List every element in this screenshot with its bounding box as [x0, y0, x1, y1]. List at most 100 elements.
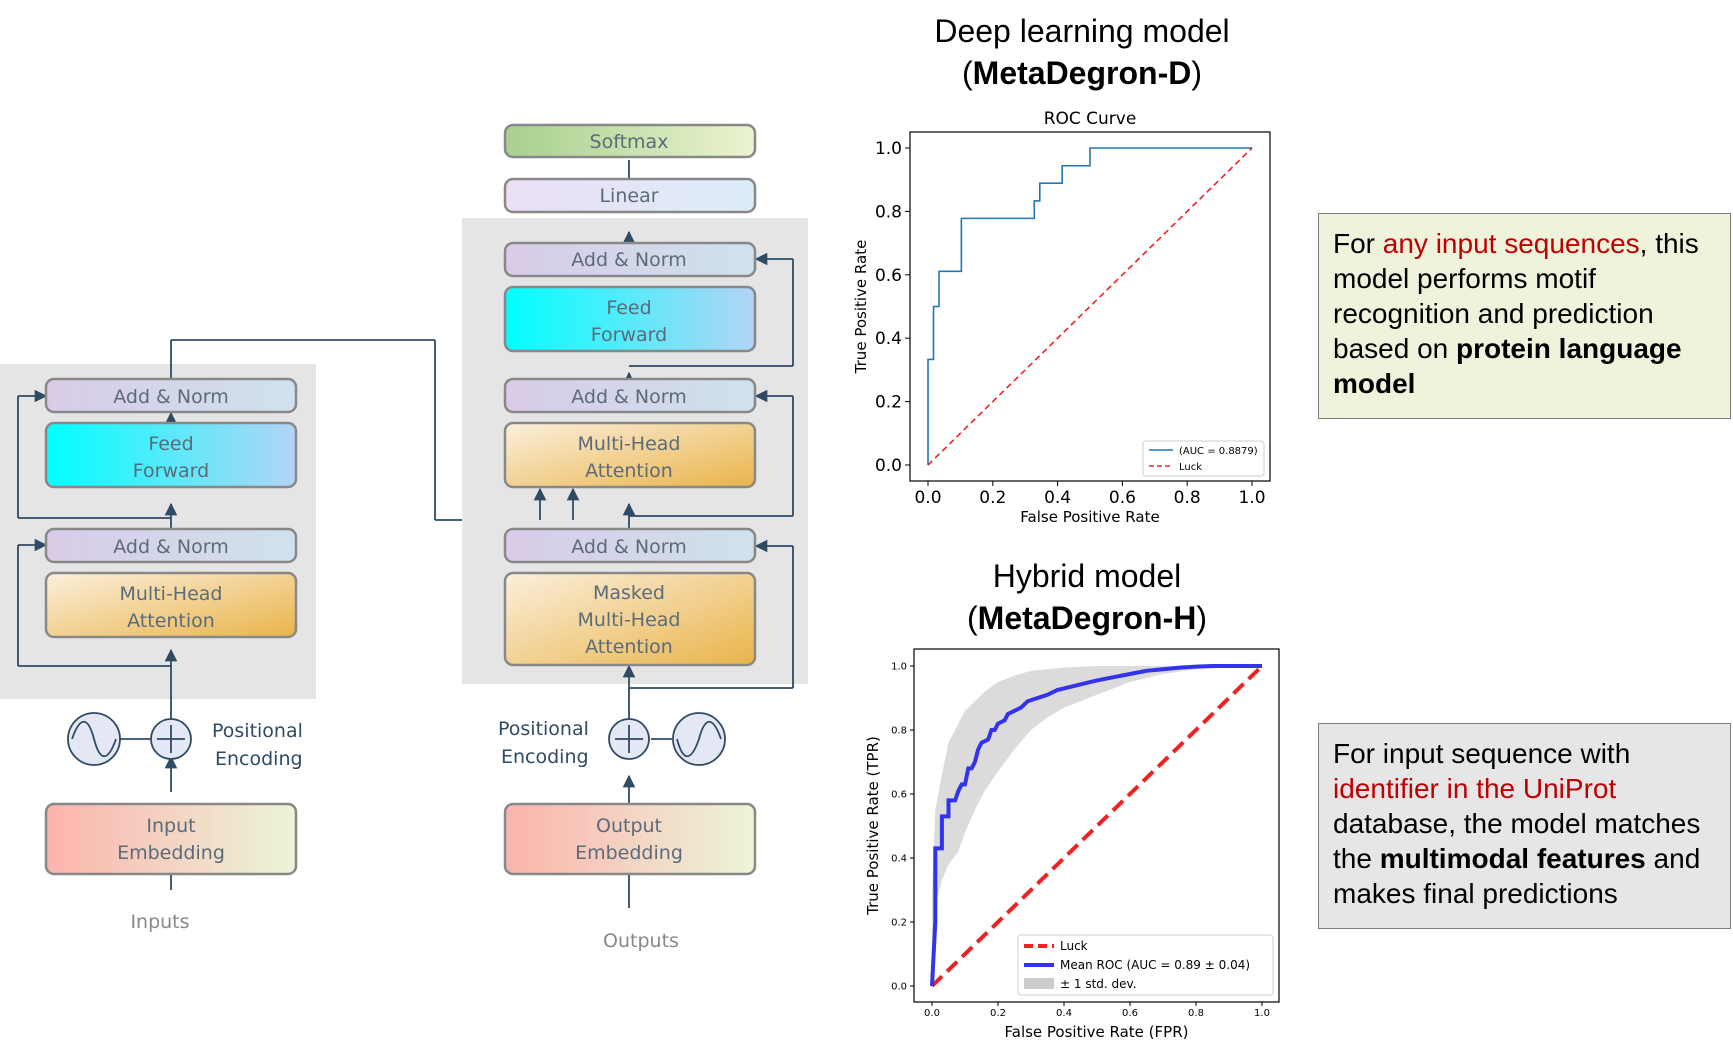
- decoder-positional-label-2: Encoding: [501, 746, 589, 768]
- x-tick-label: 0.0: [914, 488, 941, 508]
- y-tick-label: 0.8: [875, 202, 902, 222]
- decoder-positional-label-1: Positional: [498, 718, 589, 740]
- decoder-add-norm-3: [503, 241, 757, 278]
- luck-line: [930, 664, 1264, 988]
- x-tick-label: 0.6: [1109, 488, 1136, 508]
- x-tick-label: 0.8: [1188, 1008, 1204, 1019]
- encoder-add-norm-bottom: [44, 527, 298, 564]
- y-tick-label: 0.8: [891, 726, 907, 737]
- x-tick-label: 0.4: [1044, 488, 1071, 508]
- y-tick-label: 1.0: [875, 139, 902, 159]
- y-tick-label: 1.0: [891, 662, 907, 673]
- encoder-multi-head-attention: [44, 571, 298, 639]
- x-tick-label: 1.0: [1254, 1008, 1270, 1019]
- decoder-masked-multi-head-attention: [503, 571, 757, 667]
- decoder-add-norm-2: [503, 377, 757, 414]
- note-hybrid-text-3: and makes final predictions: [1333, 843, 1701, 909]
- decoder: Softmax Linear Add & Norm Feed Forward A…: [462, 123, 808, 952]
- encoder-feed-forward-line1: Feed: [148, 433, 193, 455]
- heading-hybrid-line1: Hybrid model: [993, 558, 1182, 594]
- heading-hybrid-line2: (MetaDegron-H): [967, 600, 1207, 636]
- decoder-masked-mha-line2: Multi-Head: [578, 609, 681, 631]
- legend-label: Luck: [1179, 462, 1202, 473]
- heading-deep-line1: Deep learning model: [934, 13, 1229, 49]
- decoder-add-icon: [608, 718, 650, 760]
- roc-chart-deep: 0.0 0.0 0.2 0.2 0.4 0.4 0.6 0.6 0.8 0.8 1.0 1.0 ROC …: [852, 109, 1271, 526]
- legend-box: [1142, 440, 1265, 477]
- note-hybrid-model: For input sequence with identifier in th…: [1318, 723, 1731, 929]
- std-dev-band: [932, 666, 1262, 954]
- encoder-add-icon: [150, 718, 192, 760]
- decoder-add-norm-3-label: Add & Norm: [571, 249, 687, 271]
- decoder-softmax: [503, 123, 757, 159]
- encoder-positional-label-1: Positional: [212, 720, 303, 742]
- chart-title: ROC Curve: [1044, 109, 1137, 129]
- decoder-positional-sine-icon: [672, 712, 726, 766]
- y-tick-label: 0.2: [891, 918, 907, 929]
- decoder-multi-head-attention: [503, 421, 757, 489]
- note-hybrid-highlight: identifier in the UniProt: [1333, 773, 1617, 804]
- decoder-linear: [503, 177, 757, 214]
- note-deep-text-1: For: [1333, 228, 1383, 259]
- note-deep-bold: protein language model: [1333, 333, 1682, 399]
- legend-box: [1017, 934, 1274, 996]
- encoder-feed-forward-line2: Forward: [133, 460, 209, 482]
- note-deep-highlight: any input sequences: [1382, 228, 1640, 259]
- legend-swatch-band: [1024, 978, 1054, 989]
- y-tick-label: 0.4: [891, 854, 907, 865]
- decoder-masked-mha-line3: Attention: [585, 636, 673, 658]
- note-deep-text-2: , this model performs motif recognition …: [1333, 228, 1699, 364]
- x-tick-label: 0.6: [1122, 1008, 1138, 1019]
- roc-curve: [927, 147, 1252, 465]
- note-deep-model: For any input sequences, this model perf…: [1318, 213, 1731, 419]
- decoder-feed-forward-line1: Feed: [606, 297, 651, 319]
- y-tick-label: 0.6: [875, 266, 902, 286]
- legend-label: ± 1 std. dev.: [1060, 977, 1137, 991]
- decoder-add-norm-1-label: Add & Norm: [571, 536, 687, 558]
- roc-curve: [930, 664, 1262, 987]
- encoder-embedding-line2: Embedding: [117, 842, 225, 864]
- x-tick-label: 0.0: [924, 1008, 940, 1019]
- encoder-inputs-label: Inputs: [130, 911, 189, 933]
- encoder-positional-sine-icon: [67, 712, 121, 766]
- decoder-feed-forward-line2: Forward: [591, 324, 667, 346]
- decoder-masked-mha-line1: Masked: [593, 582, 665, 604]
- note-hybrid-text-1: For input sequence with: [1333, 738, 1631, 769]
- roc-chart-hybrid: 0.0 0.0 0.2 0.2 0.4 0.4 0.6 0.6 0.8 0.8 1.0 1.0 Fals…: [864, 648, 1280, 1041]
- decoder-outputs-label: Outputs: [603, 930, 679, 952]
- plot-frame: [913, 648, 1280, 1003]
- x-tick-label: 0.2: [990, 1008, 1006, 1019]
- decoder-linear-label: Linear: [599, 185, 658, 207]
- decoder-softmax-label: Softmax: [590, 131, 669, 153]
- decoder-add-norm-2-label: Add & Norm: [571, 386, 687, 408]
- note-hybrid-bold: multimodal features: [1379, 843, 1646, 874]
- y-tick-label: 0.0: [875, 456, 902, 476]
- y-tick-label: 0.4: [875, 329, 902, 349]
- y-tick-label: 0.6: [891, 790, 907, 801]
- plot-frame: [909, 131, 1271, 482]
- encoder-embedding-line1: Input: [146, 815, 195, 837]
- decoder-feed-forward: [503, 285, 757, 353]
- y-tick-label: 0.2: [875, 393, 902, 413]
- x-tick-label: 0.4: [1056, 1008, 1072, 1019]
- legend-label: (AUC = 0.8879): [1179, 446, 1258, 457]
- x-tick-label: 0.8: [1174, 488, 1201, 508]
- luck-line: [927, 147, 1253, 466]
- encoder-add-norm-bottom-label: Add & Norm: [113, 536, 229, 558]
- encoder-mha-line1: Multi-Head: [120, 583, 223, 605]
- note-hybrid-text-2: database, the model matches the: [1333, 808, 1701, 874]
- encoder-feed-forward: [44, 421, 298, 489]
- x-axis-label: False Positive Rate: [1020, 508, 1159, 526]
- decoder-mha-line1: Multi-Head: [578, 433, 681, 455]
- x-tick-label: 1.0: [1238, 488, 1265, 508]
- legend-label: Mean ROC (AUC = 0.89 ± 0.04): [1060, 958, 1250, 972]
- x-axis-label: False Positive Rate (FPR): [1005, 1023, 1189, 1041]
- decoder-embedding-line1: Output: [596, 815, 662, 837]
- x-tick-label: 0.2: [979, 488, 1006, 508]
- encoder-mha-line2: Attention: [127, 610, 215, 632]
- encoder: Add & Norm Feed Forward Add & Norm Multi…: [0, 339, 573, 933]
- decoder-add-norm-1: [503, 527, 757, 564]
- decoder-mha-line2: Attention: [585, 460, 673, 482]
- heading-deep-line2: (MetaDegron-D): [962, 55, 1202, 91]
